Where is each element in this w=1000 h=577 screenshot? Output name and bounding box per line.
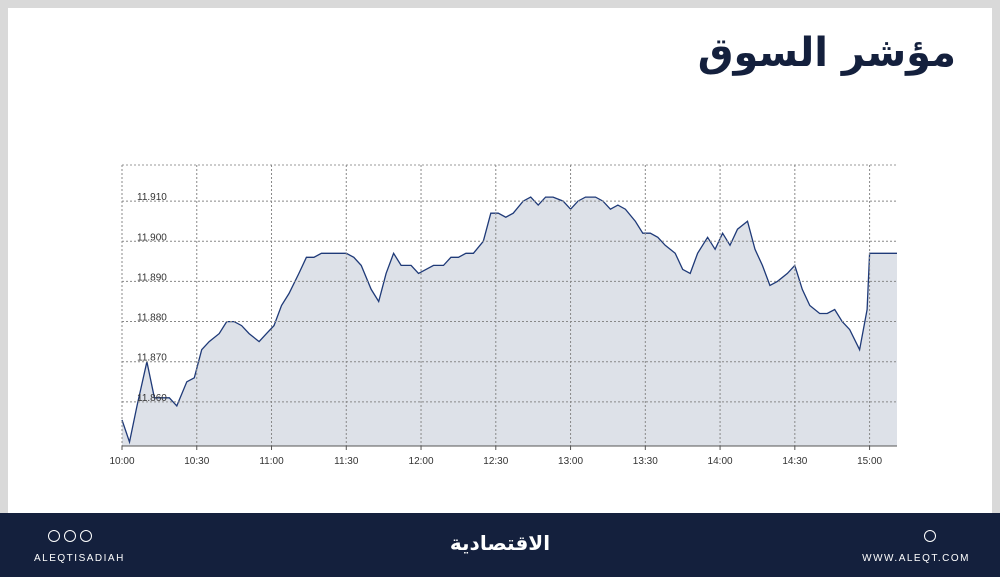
footer: ALEQTISADIAH الاقتصادية WWW.ALEQT.COM [0, 513, 1000, 577]
x-tick-label: 14:00 [708, 456, 733, 467]
x-tick-label: 10:30 [184, 456, 209, 467]
page-title: مؤشر السوق [697, 30, 956, 76]
x-tick-label: 12:30 [483, 456, 508, 467]
social-icon [80, 530, 92, 542]
y-tick-label: 11.910 [137, 192, 167, 203]
website: WWW.ALEQT.COM [862, 553, 970, 564]
web-icon [924, 530, 936, 542]
y-tick-label: 11.870 [137, 353, 167, 364]
x-tick-label: 11:00 [259, 456, 284, 467]
x-tick-label: 11:30 [334, 456, 359, 467]
area [122, 197, 897, 446]
y-tick-label: 11.860 [137, 393, 167, 404]
social-icon [48, 530, 60, 542]
logo: الاقتصادية [449, 531, 551, 555]
handle: ALEQTISADIAH [34, 553, 125, 564]
x-tick-label: 10:00 [109, 456, 134, 467]
x-tick-label: 14:30 [782, 456, 807, 467]
x-tick-label: 12:00 [409, 456, 434, 467]
line [121, 196, 897, 445]
x-tick-label: 13:00 [558, 456, 583, 467]
y-tick-label: 11.900 [137, 232, 167, 243]
social-icon [64, 530, 76, 542]
x-tick-label: 15:00 [857, 456, 882, 467]
x-tick-label: 13:30 [633, 456, 658, 467]
y-tick-label: 11.880 [137, 313, 167, 324]
y-tick-label: 11.890 [137, 272, 167, 283]
